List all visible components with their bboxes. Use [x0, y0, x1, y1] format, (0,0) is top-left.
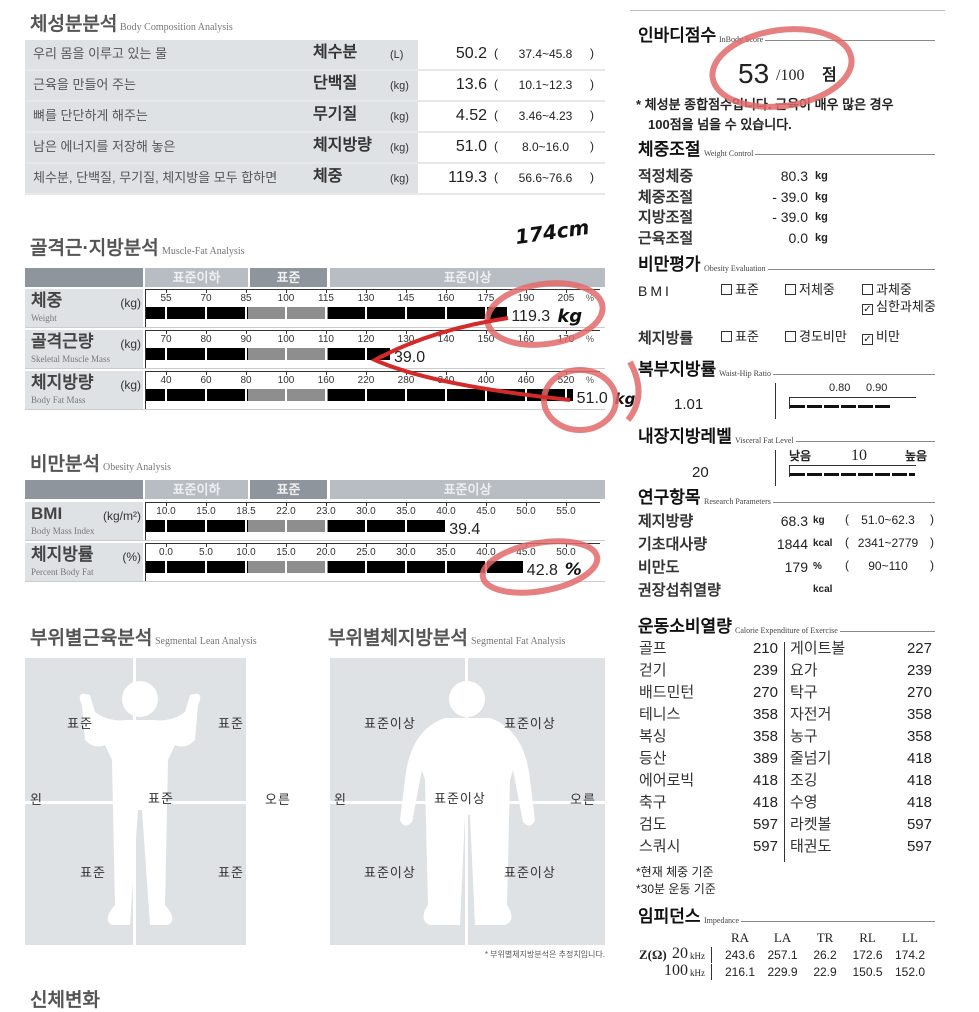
segment-right-arm: 표준이상 [504, 717, 556, 732]
muscular-body-figure [80, 694, 200, 925]
segment-right: 오른 [265, 793, 291, 808]
section-rule [765, 40, 935, 41]
segment-right-leg: 표준 [218, 866, 244, 881]
segment-left-arm: 표준이상 [364, 717, 416, 732]
segment-right-leg: 표준이상 [504, 866, 556, 881]
head-icon [449, 681, 485, 717]
segment-left-leg: 표준 [80, 866, 106, 881]
section-rule [773, 374, 935, 375]
round-body-figure [400, 718, 535, 925]
section-rule [840, 631, 935, 632]
segment-left: 왼 [30, 793, 43, 808]
section-rule [796, 441, 935, 442]
head-icon [122, 681, 158, 717]
segment-left-leg: 표준이상 [364, 866, 416, 881]
section-rule [773, 502, 935, 503]
section-rule [755, 154, 935, 155]
segment-trunk: 표준이상 [434, 792, 486, 807]
section-rule [741, 921, 935, 922]
section-rule [768, 269, 935, 270]
segment-right-arm: 표준 [218, 717, 244, 732]
segment-right: 오른 [570, 793, 596, 808]
segment-left-arm: 표준 [67, 717, 93, 732]
segment-trunk: 표준 [148, 792, 174, 807]
segment-left: 왼 [334, 793, 347, 808]
